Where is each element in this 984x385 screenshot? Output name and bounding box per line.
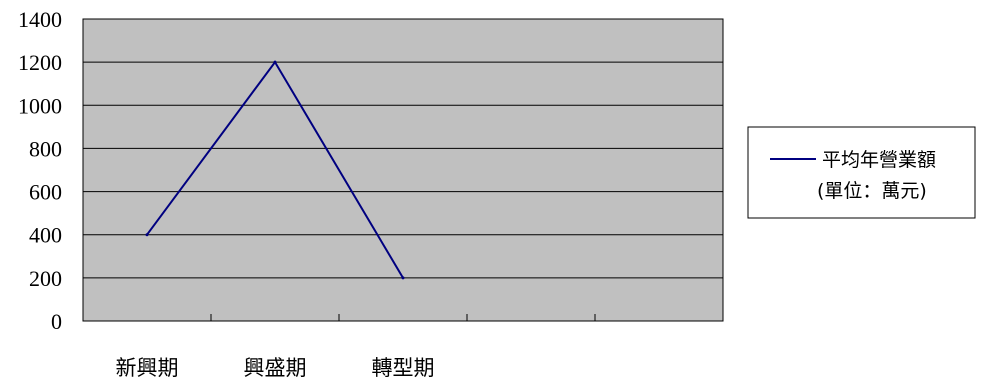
y-axis: 0 200 400 600 800 1000 1200 1400: [18, 7, 62, 334]
y-tick-label-200: 200: [29, 266, 62, 291]
y-tick-label-0: 0: [51, 309, 62, 334]
legend-unit-note: (單位：萬元): [817, 180, 927, 202]
legend-series-name: 平均年營業額: [822, 149, 936, 171]
y-tick-label-1000: 1000: [18, 93, 62, 118]
data-point-0-1: [273, 60, 277, 64]
data-point-0-2: [401, 276, 405, 280]
x-axis: 新興期 興盛期 轉型期: [116, 314, 596, 380]
data-point-0-0: [145, 233, 149, 237]
gridlines: [83, 61, 723, 279]
y-tick-label-600: 600: [29, 180, 62, 205]
x-tick-label-1: 興盛期: [244, 356, 307, 380]
x-tick-label-2: 轉型期: [372, 356, 435, 380]
y-tick-label-1200: 1200: [18, 50, 62, 75]
y-tick-label-400: 400: [29, 223, 62, 248]
plot-area: [82, 18, 724, 322]
y-tick-label-800: 800: [29, 136, 62, 161]
series-group: [145, 60, 405, 280]
y-tick-label-1400: 1400: [18, 7, 62, 32]
legend: 平均年營業額 (單位：萬元): [747, 126, 976, 219]
x-tick-label-0: 新興期: [116, 356, 179, 380]
legend-box: [747, 126, 976, 219]
